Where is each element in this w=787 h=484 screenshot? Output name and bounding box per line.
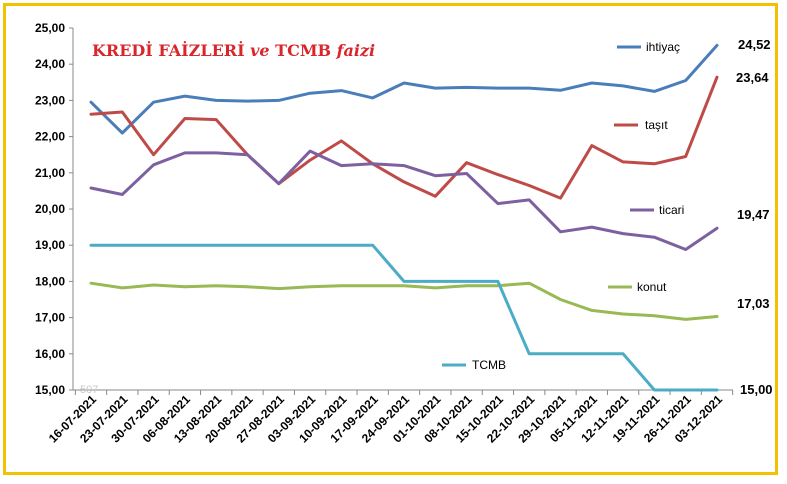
y-tick-label: 17,00 [35,311,65,325]
y-tick-label: 18,00 [35,274,65,288]
y-tick-label: 25,00 [35,21,65,35]
y-tick-label: 20,00 [35,202,65,216]
y-tick-label: 22,00 [35,130,65,144]
end-value-label-konut: 17,03 [737,296,770,311]
series-line-konut [89,281,719,321]
y-tick-label: 23,00 [35,93,65,107]
legend: ihtiyaç 24,52 taşıt 23,64 ticari 19,47 konut 17… [442,37,773,397]
watermark-text: 507 [80,384,98,396]
y-tick-label: 15,00 [35,383,65,397]
end-value-label-ihtiyaç: 24,52 [738,37,771,52]
chart-frame [3,3,778,475]
y-tick-label: 24,00 [35,57,65,71]
series-line-taşıt [89,75,719,200]
y-axis: 15,00 16,00 17,00 18,00 19,00 20,00 21,00 22,00… [35,21,73,397]
series-lines [89,43,719,392]
x-axis: 16-07-202123-07-202130-07-202106-08-2021… [46,390,734,446]
end-value-label-taşıt: 23,64 [736,70,769,85]
y-tick-label: 19,00 [35,238,65,252]
end-value-label-tcmb: 15,00 [740,382,773,397]
legend-label-tcmb: TCMB [472,358,506,372]
series-line-tcmb [89,243,719,392]
legend-label-taşıt: taşıt [645,118,668,132]
series-line-ticari [89,149,719,251]
legend-label-ihtiyaç: ihtiyaç [646,40,680,54]
end-value-label-ticari: 19,47 [737,207,770,222]
legend-label-konut: konut [637,280,667,294]
y-tick-label: 21,00 [35,166,65,180]
legend-label-ticari: ticari [659,203,684,217]
series-line-ihtiyaç [89,43,719,135]
y-tick-label: 16,00 [35,347,65,361]
chart-title: KREDİ FAİZLERİ ve TCMB faizi [92,40,375,60]
